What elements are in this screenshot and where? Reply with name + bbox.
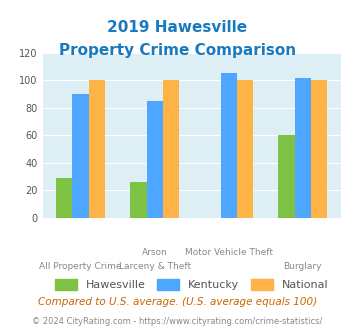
Bar bbox=[311, 80, 327, 218]
Text: Burglary: Burglary bbox=[284, 262, 322, 271]
Bar bbox=[163, 80, 179, 218]
Bar bbox=[278, 135, 295, 218]
Text: Larceny & Theft: Larceny & Theft bbox=[119, 262, 191, 271]
Legend: Hawesville, Kentucky, National: Hawesville, Kentucky, National bbox=[51, 275, 333, 295]
Bar bbox=[237, 80, 253, 218]
Bar bbox=[130, 182, 147, 218]
Bar bbox=[89, 80, 105, 218]
Bar bbox=[56, 178, 72, 218]
Text: 2019 Hawesville: 2019 Hawesville bbox=[108, 20, 247, 35]
Text: Property Crime Comparison: Property Crime Comparison bbox=[59, 43, 296, 58]
Bar bbox=[220, 73, 237, 218]
Bar bbox=[72, 94, 89, 218]
Bar bbox=[147, 101, 163, 218]
Text: Compared to U.S. average. (U.S. average equals 100): Compared to U.S. average. (U.S. average … bbox=[38, 297, 317, 307]
Text: Motor Vehicle Theft: Motor Vehicle Theft bbox=[185, 248, 273, 257]
Text: Arson: Arson bbox=[142, 248, 168, 257]
Text: © 2024 CityRating.com - https://www.cityrating.com/crime-statistics/: © 2024 CityRating.com - https://www.city… bbox=[32, 317, 323, 326]
Text: All Property Crime: All Property Crime bbox=[39, 262, 122, 271]
Bar bbox=[295, 78, 311, 218]
